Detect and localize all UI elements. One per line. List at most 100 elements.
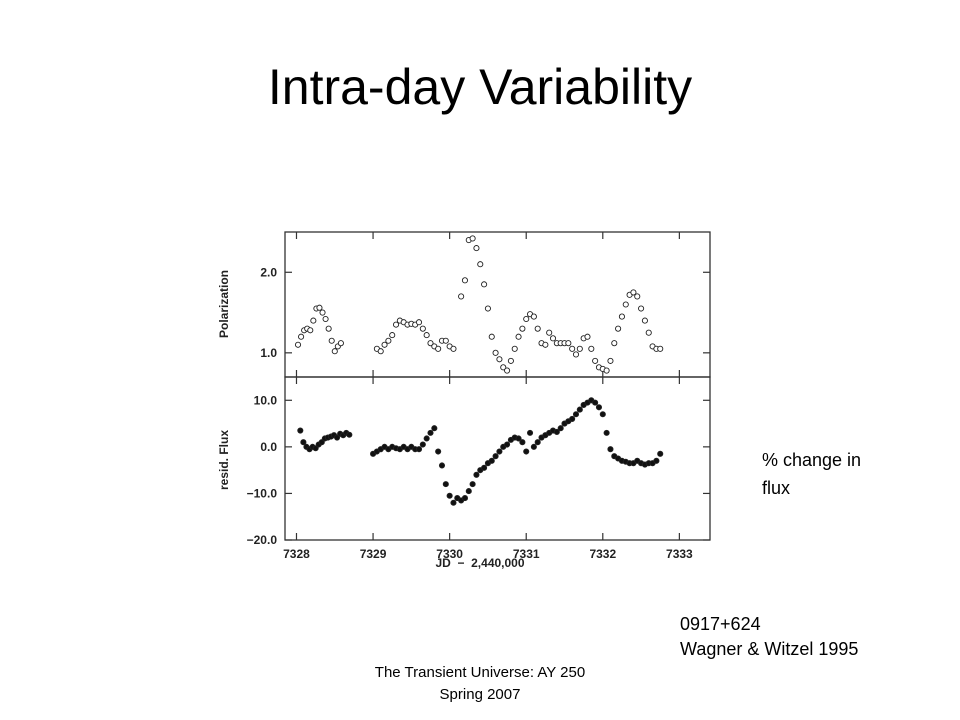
polarization-point: [630, 289, 637, 296]
flux-point: [599, 411, 606, 418]
flux-point: [297, 427, 304, 434]
polarization-point: [298, 333, 305, 340]
polarization-point: [546, 329, 553, 336]
flux-point: [603, 429, 610, 436]
x-tick-label: 7330: [436, 547, 463, 561]
polarization-point: [542, 341, 549, 348]
polarization-point: [461, 277, 469, 284]
x-tick-label: 7328: [283, 547, 310, 561]
polarization-point: [572, 351, 580, 358]
flux-point: [346, 431, 353, 438]
flux-point: [534, 439, 541, 446]
flux-point: [431, 425, 438, 432]
polarization-point: [392, 321, 400, 328]
slide-title: Intra-day Variability: [267, 59, 693, 115]
polarization-point: [477, 261, 484, 268]
polarization-point: [641, 317, 648, 324]
top-panel-frame: [284, 231, 711, 378]
flux-point: [504, 441, 511, 448]
bottom-panel-ticks: −20.0 −10.0 0.0 10.0 7328 7329 7330 7331 7332 733…: [247, 377, 710, 561]
polarization-point: [322, 315, 329, 323]
polarization-point: [622, 301, 629, 308]
polarization-point: [328, 337, 335, 344]
flux-point: [492, 453, 499, 460]
polarization-point: [592, 357, 599, 364]
polarization-point: [500, 364, 507, 371]
flux-point: [427, 429, 434, 436]
polarization-point: [469, 235, 476, 242]
source-object: 0917+624: [680, 614, 761, 634]
polarization-point: [319, 309, 326, 316]
flux-point: [442, 481, 449, 488]
y-tick-label: −10.0: [247, 486, 278, 500]
polarization-point: [638, 305, 645, 312]
bottom-panel-frame: [284, 376, 711, 541]
flux-point: [481, 464, 488, 471]
polarization-point: [534, 325, 541, 332]
flux-point: [465, 488, 472, 495]
flux-point: [488, 457, 495, 464]
polarization-point: [389, 332, 396, 339]
flux-point: [438, 462, 446, 469]
y-tick-label: 2.0: [260, 265, 277, 279]
flux-point: [300, 439, 307, 446]
polarization-point: [576, 345, 583, 352]
polarization-point: [435, 345, 442, 352]
top-panel-ticks: 1.0 2.0: [260, 232, 710, 377]
flux-point: [523, 448, 530, 455]
flux-point: [572, 411, 580, 418]
flux-point: [515, 435, 522, 442]
polarization-point: [325, 325, 332, 332]
polarization-point: [657, 345, 664, 352]
polarization-point: [519, 325, 526, 332]
polarization-point: [331, 348, 338, 355]
flux-annotation-line2: flux: [762, 478, 791, 498]
polarization-point: [484, 305, 491, 312]
polarization-point: [569, 345, 576, 352]
x-tick-label: 7332: [589, 547, 616, 561]
polarization-point: [316, 304, 323, 311]
polarization-point: [481, 281, 488, 288]
flux-point: [530, 443, 537, 450]
polarization-point: [377, 348, 384, 355]
light-curve-svg: 1.0 2.0 −20.0 −10.0 0.0 10.0 7328 7329 7330 7331…: [217, 231, 711, 570]
flux-annotation-line1: % change in: [762, 450, 862, 470]
polarization-point: [423, 332, 430, 339]
flux-point: [553, 428, 560, 436]
polarization-point: [530, 313, 537, 320]
polarization-point: [337, 340, 344, 347]
polarization-point: [615, 325, 622, 332]
polarization-point: [458, 293, 465, 300]
flux-point: [519, 439, 526, 446]
flux-points: [297, 397, 664, 506]
polarization-point: [607, 357, 614, 364]
x-axis-label: JD − 2,440,000: [435, 556, 524, 570]
flux-point: [607, 446, 614, 453]
polarization-point: [488, 333, 495, 340]
flux-point: [653, 457, 660, 464]
polarization-point: [442, 337, 449, 344]
polarization-point: [294, 341, 302, 348]
polarization-point: [603, 367, 610, 374]
flux-point: [415, 446, 423, 453]
flux-point: [469, 481, 476, 488]
polarization-point: [618, 313, 625, 320]
x-tick-label: 7333: [666, 547, 693, 561]
y-tick-label: 10.0: [254, 393, 278, 407]
polarization-point: [611, 340, 618, 347]
polarization-point: [511, 345, 518, 352]
source-reference: Wagner & Witzel 1995: [680, 639, 859, 659]
flux-point: [526, 429, 534, 436]
polarization-point: [385, 337, 392, 344]
footer-line1: The Transient Universe: AY 250: [374, 664, 586, 681]
source-annotation: 0917+624 Wagner & Witzel 1995: [680, 612, 940, 662]
polarization-point: [507, 357, 514, 364]
polarization-point: [310, 317, 317, 324]
polarization-point: [381, 341, 388, 348]
flux-point: [595, 404, 603, 411]
y-tick-label: 0.0: [260, 440, 277, 454]
flux-point: [557, 425, 564, 432]
polarization-point: [415, 319, 423, 326]
y-tick-label: 1.0: [260, 346, 277, 360]
y-tick-label: −20.0: [247, 533, 278, 547]
